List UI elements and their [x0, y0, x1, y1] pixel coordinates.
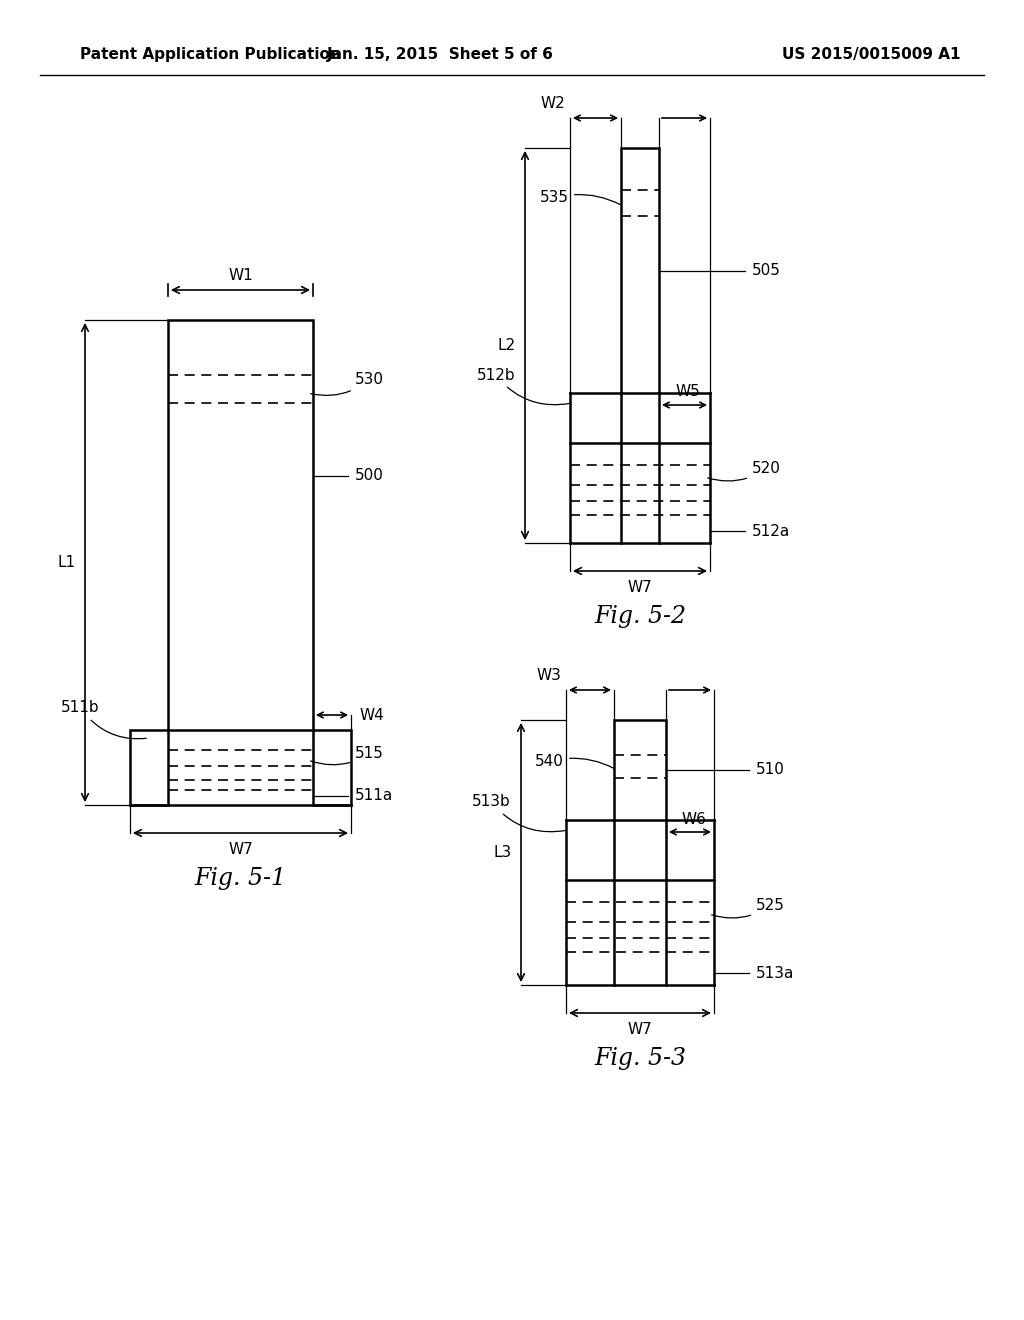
Text: 500: 500	[355, 469, 384, 483]
Text: 513a: 513a	[756, 965, 795, 981]
Bar	[614, 719, 666, 820]
Text: 511b: 511b	[61, 701, 146, 739]
Text: 510: 510	[756, 763, 784, 777]
Bar	[313, 730, 351, 805]
Text: L3: L3	[494, 845, 512, 861]
Text: 512a: 512a	[752, 524, 791, 539]
Text: 530: 530	[310, 372, 384, 396]
Text: Patent Application Publication: Patent Application Publication	[80, 48, 341, 62]
Text: Jan. 15, 2015  Sheet 5 of 6: Jan. 15, 2015 Sheet 5 of 6	[327, 48, 553, 62]
Text: W4: W4	[359, 708, 384, 722]
Text: 505: 505	[752, 263, 781, 279]
Text: Fig. 5-1: Fig. 5-1	[195, 866, 287, 890]
Bar	[168, 319, 313, 730]
Text: 520: 520	[708, 461, 781, 480]
Bar	[621, 148, 659, 393]
Text: Fig. 5-2: Fig. 5-2	[594, 605, 686, 627]
Text: L2: L2	[498, 338, 516, 352]
Text: 525: 525	[712, 898, 784, 917]
Text: 512b: 512b	[476, 367, 569, 405]
Text: 513b: 513b	[472, 795, 565, 832]
Text: Fig. 5-3: Fig. 5-3	[594, 1047, 686, 1069]
Text: W1: W1	[228, 268, 253, 284]
Text: W6: W6	[682, 812, 707, 826]
Text: W5: W5	[676, 384, 700, 400]
Text: L1: L1	[58, 554, 76, 570]
Text: 515: 515	[310, 746, 384, 764]
Text: US 2015/0015009 A1: US 2015/0015009 A1	[781, 48, 961, 62]
Text: W7: W7	[628, 579, 652, 594]
Text: 511a: 511a	[355, 788, 393, 804]
Text: W2: W2	[541, 96, 565, 111]
Text: W7: W7	[628, 1022, 652, 1036]
Text: 535: 535	[540, 190, 621, 206]
Text: W3: W3	[537, 668, 561, 684]
Text: W7: W7	[228, 842, 253, 857]
Bar	[130, 730, 168, 805]
Text: 540: 540	[536, 754, 613, 770]
